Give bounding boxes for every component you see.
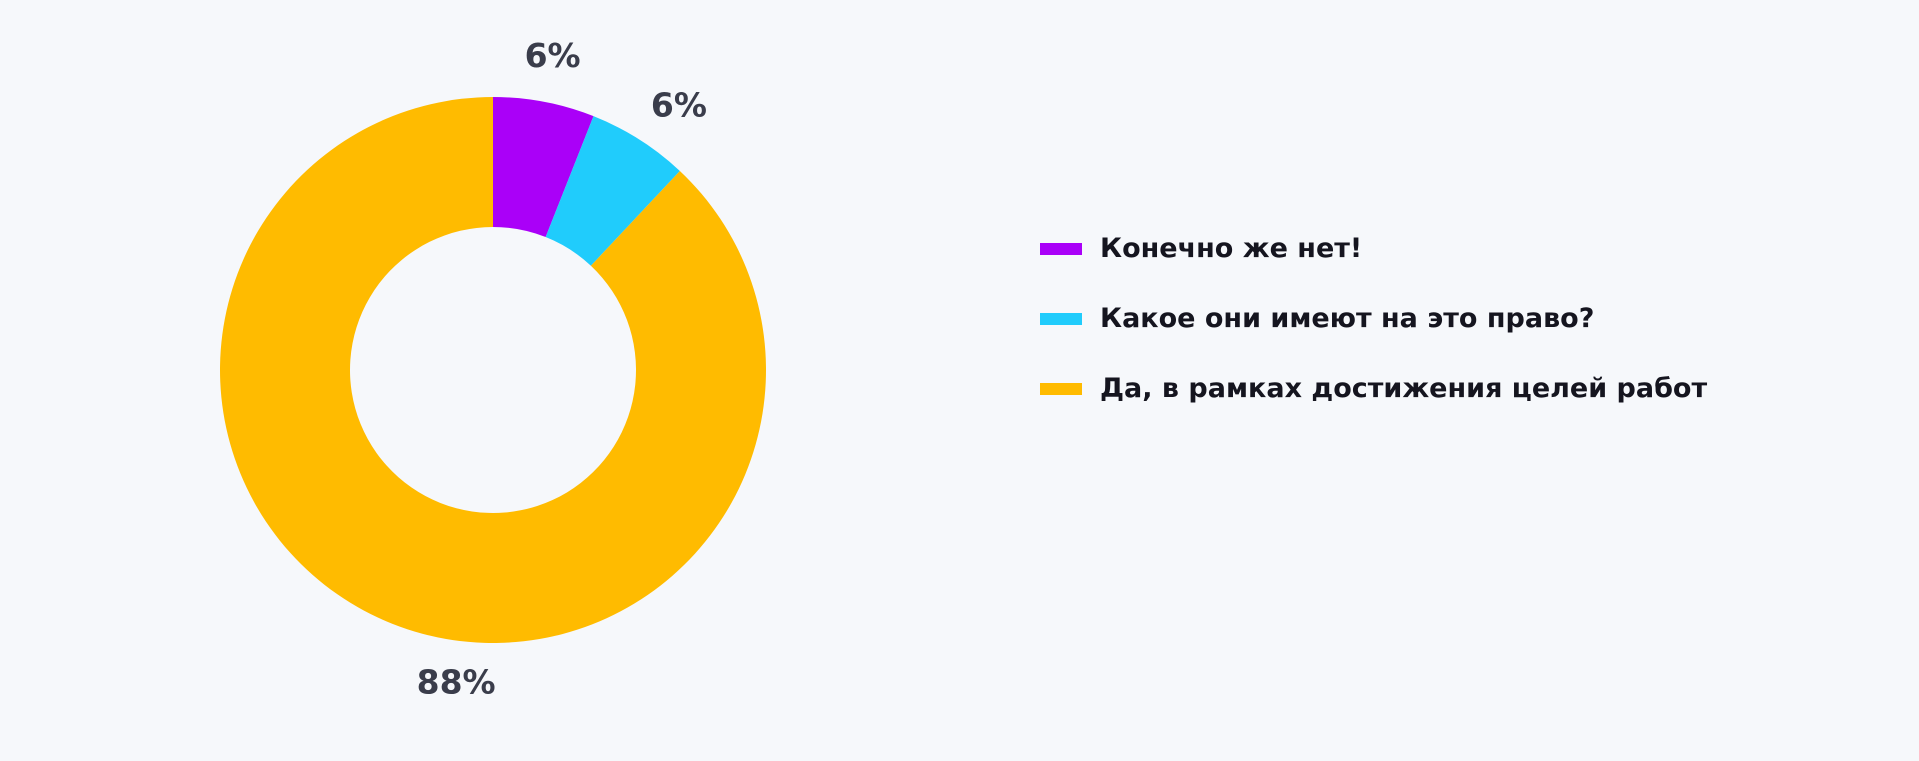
legend-swatch-1 [1040, 312, 1082, 325]
data-label-2: 88% [417, 662, 496, 701]
data-label-0: 6% [525, 36, 581, 75]
donut-slice-0 [493, 97, 594, 238]
donut-slice-1 [545, 116, 680, 266]
chart-legend: Конечно же нет! Какое они имеют на это п… [1040, 226, 1707, 436]
legend-swatch-0 [1040, 242, 1082, 255]
legend-swatch-2 [1040, 382, 1082, 395]
legend-label-2: Да, в рамках достижения целей работ [1100, 373, 1708, 404]
data-label-1: 6% [651, 86, 707, 125]
legend-item-1: Какое они имеют на это право? [1040, 296, 1707, 341]
legend-item-0: Конечно же нет! [1040, 226, 1707, 271]
legend-label-0: Конечно же нет! [1100, 233, 1363, 264]
legend-item-2: Да, в рамках достижения целей работ [1040, 366, 1707, 411]
legend-label-1: Какое они имеют на это право? [1100, 303, 1595, 334]
donut-slice-2 [219, 97, 767, 643]
